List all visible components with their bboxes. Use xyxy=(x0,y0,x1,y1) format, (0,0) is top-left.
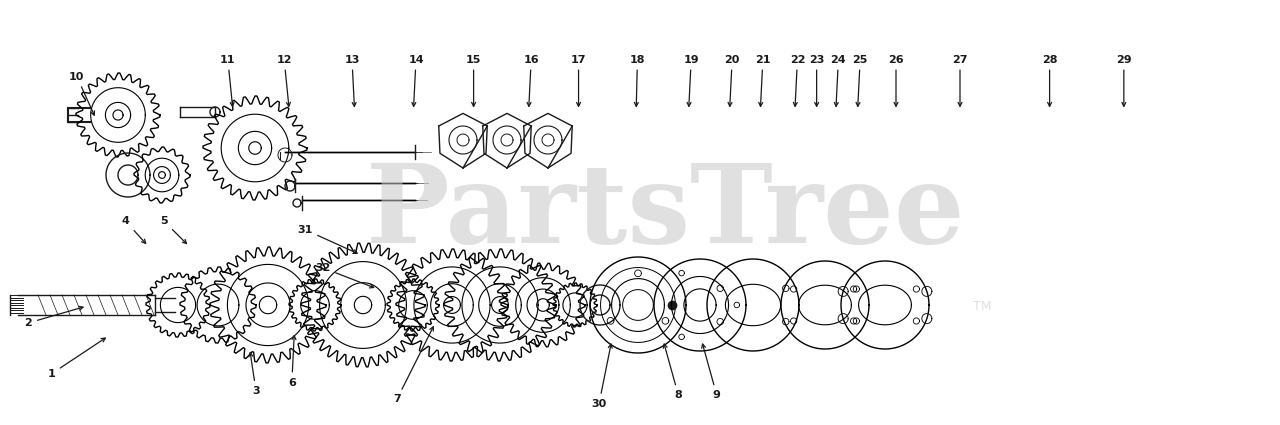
Text: 3: 3 xyxy=(248,353,260,396)
Text: 27: 27 xyxy=(952,54,968,106)
Text: 16: 16 xyxy=(524,54,539,106)
Text: 5: 5 xyxy=(160,216,187,244)
Text: 20: 20 xyxy=(724,54,740,106)
Text: 19: 19 xyxy=(684,54,699,106)
Text: 25: 25 xyxy=(852,54,868,106)
Text: 28: 28 xyxy=(1042,54,1057,106)
Text: 26: 26 xyxy=(888,54,904,106)
Text: 18: 18 xyxy=(630,54,645,106)
Text: 2: 2 xyxy=(24,306,83,328)
Text: 1: 1 xyxy=(47,338,105,379)
Text: PartsTree: PartsTree xyxy=(366,159,965,266)
Text: 14: 14 xyxy=(408,54,424,106)
Text: 17: 17 xyxy=(571,54,586,106)
Text: 9: 9 xyxy=(701,344,721,400)
Text: 29: 29 xyxy=(1116,54,1132,106)
Text: 22: 22 xyxy=(790,54,805,106)
Text: TM: TM xyxy=(973,300,991,312)
Text: 24: 24 xyxy=(831,54,846,106)
Text: 15: 15 xyxy=(466,54,481,106)
Text: 21: 21 xyxy=(755,54,771,106)
Text: 12: 12 xyxy=(276,54,292,106)
Text: 11: 11 xyxy=(220,54,236,106)
Text: 10: 10 xyxy=(69,71,95,115)
Text: 6: 6 xyxy=(288,336,296,388)
Text: 8: 8 xyxy=(663,344,682,400)
Text: 31: 31 xyxy=(297,224,357,253)
Text: 7: 7 xyxy=(393,327,434,405)
Text: 32: 32 xyxy=(315,263,374,288)
Text: 23: 23 xyxy=(809,54,824,106)
Text: 30: 30 xyxy=(591,344,612,409)
Text: 13: 13 xyxy=(344,54,360,106)
Text: 4: 4 xyxy=(122,216,146,244)
